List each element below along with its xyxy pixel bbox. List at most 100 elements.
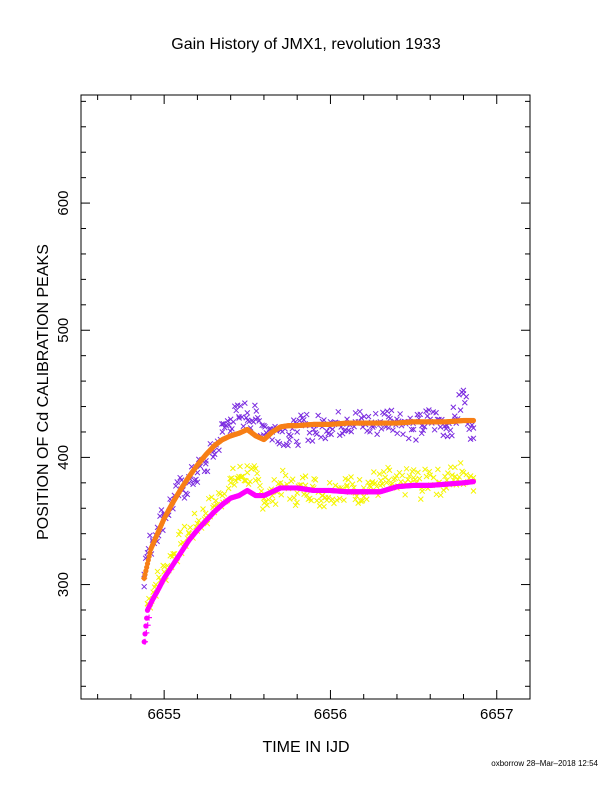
series-0-point — [229, 426, 235, 432]
y-tick-label: 400 — [55, 445, 72, 470]
series-0-point — [236, 413, 242, 420]
series-2-point — [444, 470, 451, 476]
series-0-point — [310, 426, 317, 433]
series-0-point — [194, 479, 201, 486]
series-layer — [141, 387, 477, 645]
series-2-point — [463, 471, 470, 478]
series-0-point — [449, 432, 455, 439]
series-0-point — [300, 417, 307, 423]
series-2-point — [292, 502, 299, 509]
series-2-point — [452, 473, 459, 480]
series-2-point — [205, 495, 212, 502]
series-2-point — [241, 477, 248, 484]
series-2-point — [294, 490, 301, 496]
series-0-point — [374, 431, 380, 438]
series-2-point — [398, 478, 404, 485]
series-2-point — [252, 465, 259, 472]
series-2-point — [433, 491, 440, 498]
series-2-point — [403, 465, 410, 472]
series-2-point — [370, 469, 377, 475]
series-0-point — [285, 442, 291, 449]
series-0-point — [313, 431, 320, 438]
series-2-point — [386, 467, 393, 474]
series-0-point — [408, 426, 415, 433]
series-0-point — [293, 438, 300, 445]
series-2-point — [212, 497, 219, 504]
series-0-point — [318, 434, 324, 441]
series-2-point — [308, 497, 315, 504]
series-2-point — [344, 482, 350, 489]
series-2-point — [437, 492, 444, 499]
series-2-point — [154, 568, 161, 575]
series-0-point — [413, 437, 419, 443]
series-0-point — [269, 437, 276, 443]
series-1-start-marker — [141, 575, 148, 582]
series-0-point — [202, 460, 209, 467]
y-tick-label: 300 — [55, 572, 72, 597]
series-2-point — [399, 472, 406, 479]
series-2-point — [262, 498, 269, 505]
series-2-point — [236, 473, 242, 480]
series-2-point — [349, 481, 356, 488]
series-0-point — [252, 402, 258, 409]
credit-stamp: oxborrow 28–Mar–2018 12:54 — [491, 759, 598, 768]
x-axis-label: TIME IN IJD — [262, 739, 350, 756]
series-0-point — [294, 429, 301, 435]
series-2-point — [417, 496, 424, 502]
series-0-point — [224, 418, 231, 424]
series-0-point — [440, 432, 447, 439]
series-2-point — [430, 474, 437, 481]
series-0-point — [417, 411, 424, 418]
series-0-point — [174, 479, 181, 485]
series-2-point — [355, 500, 362, 506]
series-2-point — [333, 497, 340, 503]
series-2-point — [406, 473, 413, 479]
series-2-point — [279, 467, 286, 474]
series-0-point — [447, 427, 454, 434]
series-2-point — [181, 523, 188, 530]
series-2-point — [324, 497, 330, 504]
series-2-point — [247, 478, 253, 485]
series-0-point — [141, 583, 148, 590]
series-0-point — [426, 407, 432, 413]
chart-title: Gain History of JMX1, revolution 1933 — [171, 36, 441, 53]
series-0-point — [357, 408, 363, 415]
series-0-point — [241, 400, 248, 407]
series-2-point — [356, 476, 363, 483]
series-3-start-marker — [142, 638, 149, 645]
series-2-point — [187, 524, 194, 531]
series-2-point — [219, 492, 226, 499]
series-0-point — [367, 428, 373, 435]
series-2-point — [230, 465, 236, 472]
series-2-point — [235, 475, 242, 482]
series-0-point — [365, 413, 372, 420]
series-0-point — [372, 410, 379, 417]
series-0-point — [190, 481, 196, 488]
series-0-point — [226, 422, 232, 428]
y-tick-label: 500 — [55, 318, 72, 343]
series-0-point — [295, 442, 301, 449]
series-2-point — [200, 506, 206, 512]
series-2-point — [156, 574, 162, 581]
series-2-point — [343, 483, 350, 490]
series-2-point — [352, 496, 359, 503]
series-0-point — [237, 402, 244, 409]
series-0-point — [219, 429, 226, 435]
series-2-point — [227, 479, 234, 486]
series-2-point — [175, 531, 182, 538]
series-0-point — [193, 476, 199, 483]
series-2-point — [358, 498, 364, 505]
series-0-point — [339, 430, 346, 437]
series-0-point — [405, 435, 412, 442]
series-2-point — [302, 473, 309, 479]
series-2-point — [208, 494, 215, 501]
series-2-point — [449, 472, 455, 478]
series-2-point — [185, 529, 192, 536]
series-2-point — [341, 497, 347, 503]
series-2-point — [237, 463, 243, 470]
series-2-point — [385, 477, 392, 484]
series-0-point — [220, 420, 227, 427]
series-2-point — [299, 474, 306, 481]
series-0-point — [397, 411, 403, 417]
series-2-point — [312, 476, 319, 483]
